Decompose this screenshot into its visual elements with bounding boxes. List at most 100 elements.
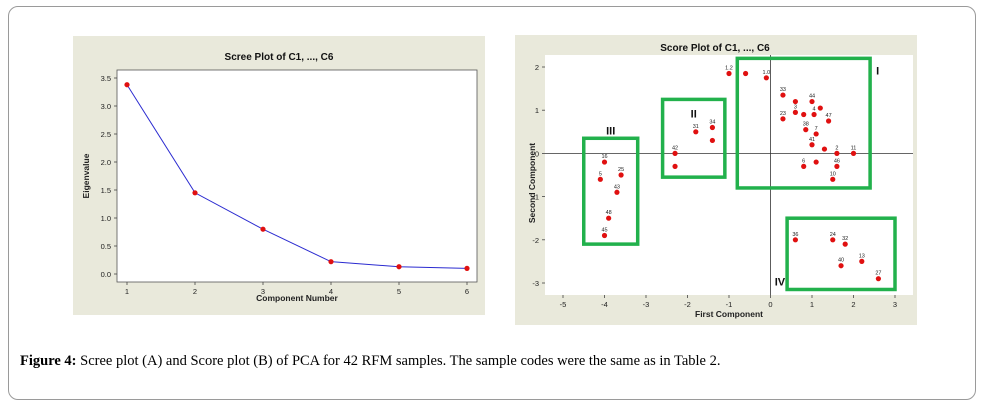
score-group-label: I <box>876 65 879 77</box>
score-point-label: 25 <box>618 167 624 173</box>
score-ytick-label: 2 <box>535 63 539 72</box>
score-point-label: 6 <box>802 158 805 164</box>
score-point <box>803 127 809 133</box>
score-xtick-label: -1 <box>726 300 733 309</box>
score-group-label: III <box>606 125 615 137</box>
score-point <box>859 258 865 264</box>
caption-label: Figure 4: <box>20 353 77 369</box>
score-point <box>780 92 786 98</box>
score-point-label: 31 <box>693 124 699 130</box>
score-point <box>838 263 844 269</box>
score-point <box>792 109 798 115</box>
score-point-label: 7 <box>815 126 818 132</box>
score-point <box>813 159 819 165</box>
score-point <box>672 163 678 169</box>
score-point-label: 32 <box>842 236 848 242</box>
scree-xtick-label: 5 <box>397 287 401 296</box>
score-point-label: 34 <box>709 119 715 125</box>
scree-point <box>396 264 402 270</box>
score-point-label: 13 <box>859 253 865 259</box>
score-point <box>826 118 832 124</box>
score-point <box>601 159 608 165</box>
score-point <box>780 116 786 122</box>
score-marks: 210-1-2-3-5 -4 -3 -2 -1 0 1 2 3IIIIIIIV1.21.0334… <box>532 55 913 309</box>
score-point-label: 4 <box>813 107 816 113</box>
scree-ytick-label: 1.0 <box>101 214 111 223</box>
score-group-label: II <box>691 108 697 120</box>
score-point <box>743 70 749 77</box>
score-point <box>801 111 807 118</box>
score-point-label: 38 <box>803 122 809 128</box>
score-xtick-label: 3 <box>893 300 897 309</box>
score-group-box <box>785 216 897 292</box>
scree-point <box>464 265 470 271</box>
score-ytick-label: 1 <box>535 106 539 115</box>
scree-xtick-label: 2 <box>193 287 197 296</box>
score-point-label: 33 <box>780 87 786 93</box>
score-point-label: 1.0 <box>763 70 771 76</box>
score-point <box>601 232 608 239</box>
score-group-box <box>582 136 640 246</box>
scree-ytick-label: 0.5 <box>101 242 111 251</box>
score-point-label: 11 <box>851 145 857 151</box>
score-point <box>834 163 840 169</box>
score-point-label: 41 <box>809 137 815 143</box>
score-ytick-label: -2 <box>532 236 539 245</box>
score-point <box>813 131 819 137</box>
score-plot-panel: Score Plot of C1, ..., C6 First Componen… <box>515 35 917 325</box>
score-plot: Score Plot of C1, ..., C6 First Componen… <box>527 43 913 319</box>
score-point-label: 42 <box>672 145 678 151</box>
score-point-label: 16 <box>601 154 607 160</box>
score-plot-area <box>545 55 913 295</box>
scree-plot-area <box>116 69 478 283</box>
score-point <box>830 176 836 182</box>
scree-xtick-label: 4 <box>329 287 333 296</box>
score-point <box>809 98 815 105</box>
score-point <box>792 237 798 243</box>
score-title: Score Plot of C1, ..., C6 <box>660 43 770 54</box>
score-ytick-label: -3 <box>532 279 539 288</box>
score-point-label: 44 <box>809 94 815 100</box>
score-point-label: 36 <box>792 232 798 238</box>
score-point <box>672 150 678 156</box>
score-point <box>842 241 848 247</box>
score-point <box>821 146 828 152</box>
scree-marks: 0.0 0.5 1.0 1.5 2.0 2.5 3.0 3.5 1 2 3 4 5 6 <box>101 74 470 296</box>
scree-point <box>328 259 334 265</box>
score-point-label: 1.2 <box>725 65 733 71</box>
score-point <box>801 163 807 169</box>
score-point <box>792 98 798 105</box>
score-point-label: 43 <box>614 184 620 190</box>
score-point <box>606 215 612 221</box>
score-point <box>811 111 817 118</box>
score-point-label: 5 <box>599 171 602 177</box>
score-point <box>817 105 823 111</box>
score-point-label: 10 <box>830 171 836 177</box>
score-point <box>709 137 715 144</box>
scree-xlabel: Component Number <box>256 293 338 303</box>
score-point-label: 3 <box>794 104 797 110</box>
scree-ytick-label: 2.0 <box>101 158 111 167</box>
score-point <box>830 237 836 243</box>
scree-xtick-label: 3 <box>261 287 265 296</box>
scree-ytick-label: 3.5 <box>101 74 111 83</box>
score-point-label: 24 <box>830 232 836 238</box>
score-point <box>709 124 715 131</box>
scree-ytick-label: 3.0 <box>101 102 111 111</box>
score-point <box>834 150 840 156</box>
score-point-label: 2 <box>835 145 838 151</box>
score-point <box>763 75 769 81</box>
score-xtick-label: -4 <box>601 300 608 309</box>
score-point-label: 23 <box>780 111 786 117</box>
scree-point <box>124 82 130 88</box>
score-point <box>693 129 699 135</box>
score-group-label: IV <box>775 276 786 288</box>
score-xlabel: First Component <box>695 309 763 319</box>
score-xtick-label: 0 <box>768 300 772 309</box>
scree-ytick-label: 0.0 <box>101 270 111 279</box>
score-point-label: 48 <box>606 210 612 216</box>
scree-point <box>192 190 198 196</box>
score-point-label: 27 <box>875 271 881 277</box>
score-group-box <box>660 97 727 179</box>
score-xtick-label: -3 <box>643 300 650 309</box>
